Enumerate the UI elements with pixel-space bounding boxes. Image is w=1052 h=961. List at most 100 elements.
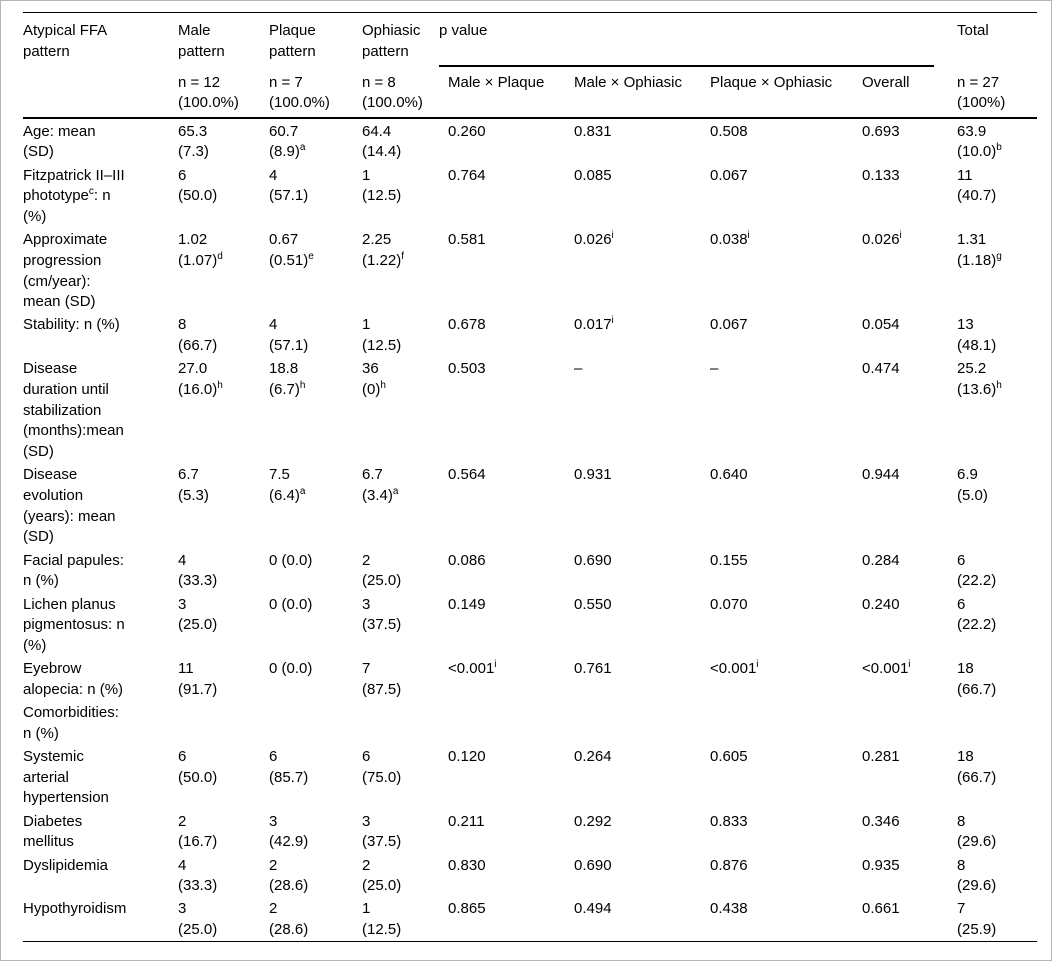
cell: 0.640 <box>710 466 748 484</box>
table-row: Systemic arterial hypertension 6 (50.0) 6 … <box>23 745 1037 810</box>
cell: 6 (22.2) <box>957 595 997 634</box>
cell <box>178 701 269 745</box>
cell: 0.070 <box>710 595 748 613</box>
table-row: Disease evolution (years): mean (SD) 6.7 … <box>23 463 1037 548</box>
cell: 0.085 <box>574 166 612 184</box>
cell: 3 (25.0) <box>178 595 218 634</box>
row-label: Systemic arterial hypertension <box>23 748 109 807</box>
cell: 4 (57.1) <box>269 166 309 205</box>
cell: 4 (33.3) <box>178 551 218 590</box>
cell: 0.494 <box>574 900 612 918</box>
cell: 0.935 <box>862 856 900 874</box>
column-header-p-value: p value <box>439 13 957 67</box>
cell: 0.038i <box>710 230 750 249</box>
table-row: Lichen planus pigmentosus: n (%) 3 (25.0)… <box>23 592 1037 657</box>
table-row: Stability: n (%) 8 (66.7) 4 (57.1) 1 (12.5)… <box>23 313 1037 357</box>
cell: 0.690 <box>574 551 612 569</box>
cell: 0.830 <box>448 856 486 874</box>
cell: 0.017i <box>574 315 614 334</box>
cell <box>710 701 862 745</box>
cell: 64.4 (14.4) <box>362 122 402 161</box>
cell: 0.133 <box>862 166 900 184</box>
cell: <0.001i <box>710 659 759 678</box>
cell: 0.211 <box>448 812 485 830</box>
subheader-male-x-ophiasic: Male × Ophiasic <box>574 66 710 120</box>
cell: 0.761 <box>574 660 612 678</box>
cell: 0.605 <box>710 748 748 765</box>
cell: 0.026i <box>574 230 614 249</box>
cell: 3 (25.0) <box>178 900 218 939</box>
cell <box>862 701 957 745</box>
cell: 1.31 (1.18)g <box>957 231 1002 269</box>
cell <box>269 701 362 745</box>
cell: 0.086 <box>448 551 486 569</box>
cell: <0.001i <box>862 659 911 678</box>
cell: 11 (91.7) <box>178 660 218 698</box>
cell: 6 (85.7) <box>269 748 309 786</box>
table-header: Atypical FFA pattern Male pattern Plaque… <box>23 12 1037 120</box>
p-value-spanner-label: p value <box>439 21 934 67</box>
cell <box>448 701 574 745</box>
table-row: Diabetes mellitus 2 (16.7) 3 (42.9) 3 (37.5… <box>23 809 1037 853</box>
column-header-ophiasic-pattern: Ophiasic pattern <box>362 22 421 60</box>
cell: 0.438 <box>710 900 748 918</box>
cell: 4 (57.1) <box>269 316 309 355</box>
cell: 6 (50.0) <box>178 166 218 205</box>
cell: 18 (66.7) <box>957 660 997 698</box>
cell: 0.944 <box>862 466 900 484</box>
cell: 2 (25.0) <box>362 551 402 590</box>
cell: 0.054 <box>862 316 900 334</box>
cell: 1.02 (1.07)d <box>178 231 223 269</box>
cell: 1 (12.5) <box>362 900 402 939</box>
cell: 0.690 <box>574 856 612 874</box>
cell: 27.0 (16.0)h <box>178 360 223 399</box>
cell: 25.2 (13.6)h <box>957 360 1002 399</box>
subheader-overall: Overall <box>862 66 957 120</box>
row-label: Fitzpatrick II–III phototypec: n (%) <box>23 166 125 225</box>
cell: 2.25 (1.22)f <box>362 231 404 269</box>
cell: – <box>574 360 583 378</box>
cell: 0.346 <box>862 812 900 830</box>
cell: 0.550 <box>574 595 612 613</box>
cell: 0.661 <box>862 900 900 918</box>
cell: 8 (66.7) <box>178 316 218 355</box>
cell: 0.678 <box>448 316 486 334</box>
cell: 7.5 (6.4)a <box>269 466 306 505</box>
cell: 3 (37.5) <box>362 812 402 851</box>
cell: 60.7 (8.9)a <box>269 122 306 161</box>
cell: 0.474 <box>862 360 900 378</box>
row-label: Age: mean (SD) <box>23 122 96 161</box>
row-label: Eyebrow alopecia: n (%) <box>23 660 124 698</box>
cell: 6 (50.0) <box>178 748 218 786</box>
cell: 0.155 <box>710 551 748 569</box>
cell: 0.026i <box>862 230 902 249</box>
cell: 3 (42.9) <box>269 812 309 851</box>
row-label: Disease duration until stabilization (mo… <box>23 360 124 461</box>
cell: 65.3 (7.3) <box>178 122 209 161</box>
cell: 18.8 (6.7)h <box>269 360 306 399</box>
cell: 0.149 <box>448 595 486 613</box>
cell: 7 (25.9) <box>957 900 997 939</box>
cell: 63.9 (10.0)b <box>957 122 1002 161</box>
cell: 8 (29.6) <box>957 812 997 851</box>
table-row: Facial papules: n (%) 4 (33.3) 0 (0.0) 2 (2… <box>23 548 1037 592</box>
table-row: Dyslipidemia 4 (33.3) 2 (28.6) 2 (25.0) 0.83… <box>23 853 1037 897</box>
cell: 1 (12.5) <box>362 166 402 205</box>
table-row: Hypothyroidism 3 (25.0) 2 (28.6) 1 (12.5) 0.… <box>23 897 1037 941</box>
cell: 0.67 (0.51)e <box>269 231 314 269</box>
cell: – <box>710 360 719 378</box>
cell: 6.7 (5.3) <box>178 466 209 505</box>
cell: 0 (0.0) <box>269 595 313 613</box>
cell: 0.831 <box>574 122 612 140</box>
cell: 0.067 <box>710 166 748 184</box>
row-label: Approximate progression (cm/year): mean … <box>23 231 108 311</box>
row-label: Dyslipidemia <box>23 856 109 874</box>
table-row: Fitzpatrick II–III phototypec: n (%) 6 (5… <box>23 163 1037 228</box>
table-row: Disease duration until stabilization (mo… <box>23 357 1037 463</box>
cell: 0.931 <box>574 466 612 484</box>
cell: 13 (48.1) <box>957 316 997 355</box>
row-label: Lichen planus pigmentosus: n (%) <box>23 595 125 654</box>
cell <box>957 701 1037 745</box>
cell: 6 (75.0) <box>362 748 402 786</box>
